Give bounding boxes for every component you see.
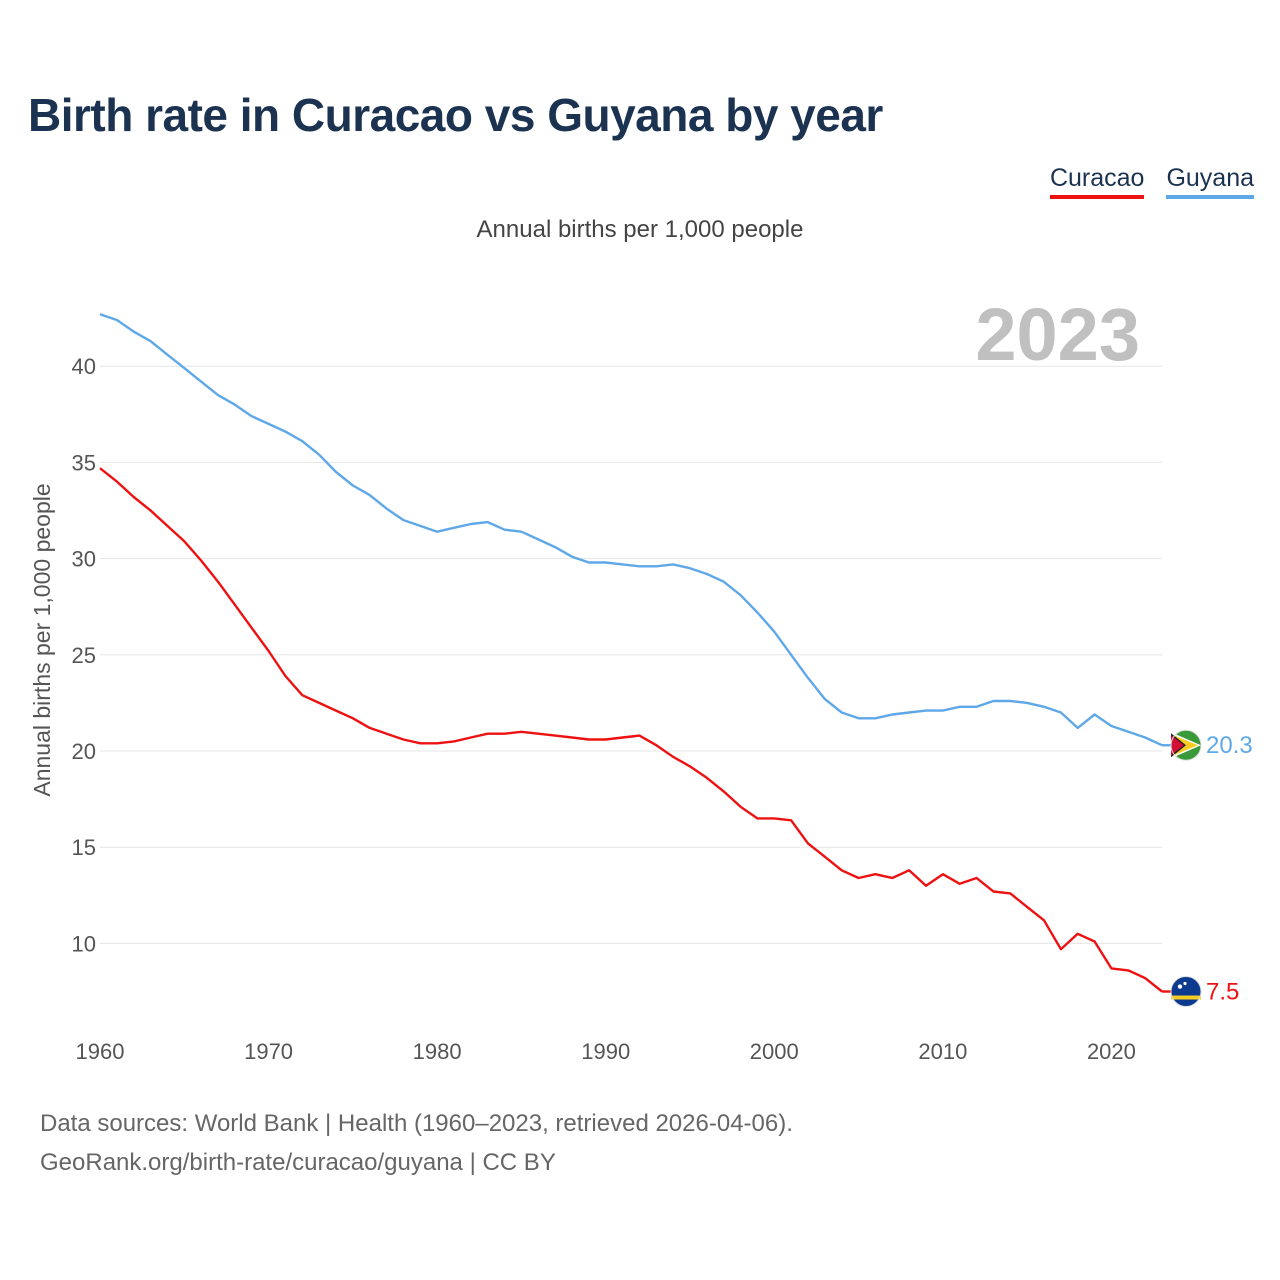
legend: Curacao Guyana bbox=[1049, 164, 1254, 199]
x-tick-label: 2010 bbox=[918, 1039, 967, 1064]
x-tick-label: 2000 bbox=[750, 1039, 799, 1064]
footer-source: Data sources: World Bank | Health (1960–… bbox=[40, 1110, 793, 1137]
x-tick-label: 2020 bbox=[1087, 1039, 1136, 1064]
x-tick-label: 1980 bbox=[413, 1039, 462, 1064]
y-tick-label: 10 bbox=[72, 931, 96, 956]
end-value-label-guyana: 20.3 bbox=[1206, 732, 1253, 759]
end-value-label-curacao: 7.5 bbox=[1206, 979, 1239, 1006]
y-tick-label: 20 bbox=[72, 739, 96, 764]
x-tick-label: 1990 bbox=[581, 1039, 630, 1064]
series-line-guyana bbox=[99, 313, 1163, 747]
x-tick-label: 1960 bbox=[76, 1039, 125, 1064]
curacao-flag-star bbox=[1177, 984, 1183, 989]
curacao-flag-yellow-stripe bbox=[1171, 995, 1201, 1000]
x-tick-label: 1970 bbox=[244, 1039, 293, 1064]
guyana-flag-red-triangle bbox=[1171, 735, 1184, 756]
y-tick-label: 35 bbox=[72, 450, 96, 475]
flag-outline bbox=[1170, 729, 1202, 761]
y-tick-label: 15 bbox=[72, 835, 96, 860]
flag-outline bbox=[1170, 976, 1202, 1008]
y-axis-label: Annual births per 1,000 people bbox=[29, 483, 55, 796]
chart-subtitle: Annual births per 1,000 people bbox=[476, 216, 804, 243]
footer: Data sources: World Bank | Health (1960–… bbox=[40, 1104, 793, 1182]
footer-url[interactable]: GeoRank.org/birth-rate/curacao/guyana | … bbox=[40, 1149, 556, 1176]
legend-item-curacao[interactable]: Curacao bbox=[1049, 164, 1145, 199]
series-line-curacao bbox=[99, 467, 1163, 993]
y-tick-label: 40 bbox=[72, 354, 96, 379]
gridlines bbox=[100, 365, 1162, 944]
y-axis-ticks: 10 15 20 25 30 35 40 bbox=[72, 354, 96, 956]
legend-item-guyana[interactable]: Guyana bbox=[1166, 164, 1254, 199]
end-markers: 7.5 20.3 bbox=[1162, 729, 1253, 1008]
curacao-flag-star bbox=[1183, 981, 1187, 986]
series-lines bbox=[99, 313, 1163, 993]
chart-title: Birth rate in Curacao vs Guyana by year bbox=[28, 89, 883, 141]
year-label: 2023 bbox=[975, 293, 1140, 376]
y-tick-label: 30 bbox=[72, 547, 96, 572]
x-axis-ticks: 1960 1970 1980 1990 2000 2010 2020 bbox=[76, 1039, 1136, 1064]
y-tick-label: 25 bbox=[72, 643, 96, 668]
